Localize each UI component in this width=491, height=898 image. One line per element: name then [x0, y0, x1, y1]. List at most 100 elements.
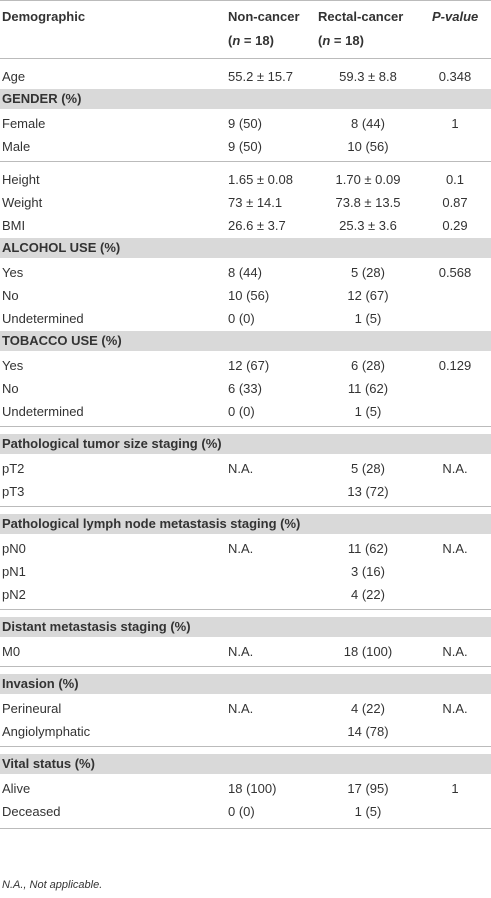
data-row: pN0 N.A. 11 (62) N.A.	[0, 538, 491, 560]
table-cell: N.A.	[228, 644, 254, 659]
table-cell: 10 (56)	[228, 288, 270, 303]
table-cell: 1 (5)	[354, 804, 382, 819]
data-row: Weight 73 ± 14.1 73.8 ± 13.5 0.87	[0, 192, 491, 214]
data-row: No 10 (56) 12 (67)	[0, 285, 491, 307]
header-row: Demographic Non-cancer Rectal-cancer P-v…	[0, 6, 491, 28]
table-cell: N.A.	[228, 461, 254, 476]
table-cell: N.A.	[228, 701, 254, 716]
table-cell: 0 (0)	[228, 404, 255, 419]
section-bar: ALCOHOL USE (%)	[0, 238, 491, 258]
section-bar: Invasion (%)	[0, 674, 491, 694]
section-rule	[0, 161, 491, 162]
table-cell: 5 (28)	[351, 461, 385, 476]
table-cell: 9 (50)	[228, 139, 262, 154]
table-cell: 6 (28)	[351, 358, 385, 373]
data-row: Female 9 (50) 8 (44) 1	[0, 113, 491, 135]
section-title: GENDER (%)	[2, 91, 82, 106]
table-cell: pN1	[2, 564, 26, 579]
table-cell: Undetermined	[2, 311, 84, 326]
section-rule	[0, 746, 491, 747]
footnote: N.A., Not applicable.	[2, 879, 103, 891]
table-cell: 10 (56)	[347, 139, 389, 154]
header-cell: Rectal-cancer	[318, 9, 404, 24]
table-cell: Yes	[2, 265, 24, 280]
table-cell: Female	[2, 116, 46, 131]
table-cell: 0.1	[445, 172, 465, 187]
table-cell: 1	[451, 781, 459, 796]
header-rule	[0, 58, 491, 59]
data-row: BMI 26.6 ± 3.7 25.3 ± 3.6 0.29	[0, 215, 491, 237]
table-cell: pT2	[2, 461, 25, 476]
table-cell: pN0	[2, 541, 26, 556]
text: n	[322, 33, 331, 48]
table-cell: Alive	[2, 781, 31, 796]
section-bar: Pathological lymph node metastasis stagi…	[0, 514, 491, 534]
text: (	[228, 33, 233, 48]
table-cell: N.A.	[442, 701, 468, 716]
data-row: Angiolymphatic 14 (78)	[0, 721, 491, 743]
data-row: Deceased 0 (0) 1 (5)	[0, 801, 491, 823]
table-cell: Perineural	[2, 701, 62, 716]
table-cell: Undetermined	[2, 404, 84, 419]
table-cell: Age	[2, 69, 26, 84]
table-cell: 11 (62)	[347, 381, 389, 396]
table-cell: 0.87	[442, 195, 468, 210]
section-bar: Pathological tumor size staging (%)	[0, 434, 491, 454]
section-title: Pathological lymph node metastasis stagi…	[2, 516, 301, 531]
header-row: (n = 18) (n = 18)	[0, 30, 491, 52]
table-cell: 5 (28)	[351, 265, 385, 280]
table-cell: 1	[451, 116, 459, 131]
data-row: Perineural N.A. 4 (22) N.A.	[0, 698, 491, 720]
header-cell: Non-cancer	[228, 9, 300, 24]
table-cell: 26.6 ± 3.7	[228, 218, 286, 233]
section-title: ALCOHOL USE (%)	[2, 240, 121, 255]
table-cell: BMI	[2, 218, 26, 233]
section-bar: GENDER (%)	[0, 89, 491, 109]
table-cell: 55.2 ± 15.7	[228, 69, 293, 84]
table-cell: 1 (5)	[354, 404, 382, 419]
table-cell: 11 (62)	[347, 541, 389, 556]
bottom-rule	[0, 828, 491, 829]
text: = 18)	[240, 33, 274, 48]
table-cell: No	[2, 381, 19, 396]
data-row: Undetermined 0 (0) 1 (5)	[0, 308, 491, 330]
data-row: Undetermined 0 (0) 1 (5)	[0, 401, 491, 423]
header-n: (n = 18)	[228, 30, 274, 52]
text: (	[318, 33, 323, 48]
section-rule	[0, 666, 491, 667]
top-rule	[0, 0, 491, 1]
table-cell: 18 (100)	[343, 644, 393, 659]
table-cell: Deceased	[2, 804, 61, 819]
table-cell: Height	[2, 172, 40, 187]
table-cell: Yes	[2, 358, 24, 373]
table-cell: 12 (67)	[347, 288, 389, 303]
table-cell: M0	[2, 644, 21, 659]
section-title: Pathological tumor size staging (%)	[2, 436, 222, 451]
section-title: Vital status (%)	[2, 756, 95, 771]
table-cell: 14 (78)	[347, 724, 389, 739]
table-cell: 17 (95)	[347, 781, 389, 796]
table-cell: N.A.	[442, 461, 468, 476]
table-cell: 73 ± 14.1	[228, 195, 283, 210]
header-n: (n = 18)	[318, 30, 418, 52]
table-cell: 9 (50)	[228, 116, 262, 131]
data-row: Yes 12 (67) 6 (28) 0.129	[0, 355, 491, 377]
data-row: Age 55.2 ± 15.7 59.3 ± 8.8 0.348	[0, 66, 491, 88]
section-rule	[0, 506, 491, 507]
data-row: No 6 (33) 11 (62)	[0, 378, 491, 400]
data-row: Male 9 (50) 10 (56)	[0, 136, 491, 158]
table-cell: 0.29	[442, 218, 468, 233]
data-row: Alive 18 (100) 17 (95) 1	[0, 778, 491, 800]
table-cell: No	[2, 288, 19, 303]
table-cell: 4 (22)	[351, 587, 385, 602]
table-cell: 0.568	[438, 265, 472, 280]
header-cell: P-value	[432, 9, 479, 24]
data-row: pN1 3 (16)	[0, 561, 491, 583]
table-cell: pT3	[2, 484, 25, 499]
table-cell: 73.8 ± 13.5	[335, 195, 401, 210]
table-cell: 8 (44)	[228, 265, 262, 280]
table-cell: 8 (44)	[351, 116, 385, 131]
table-cell: 1 (5)	[354, 311, 382, 326]
header-cell: Demographic	[2, 9, 86, 24]
table-cell: Weight	[2, 195, 43, 210]
